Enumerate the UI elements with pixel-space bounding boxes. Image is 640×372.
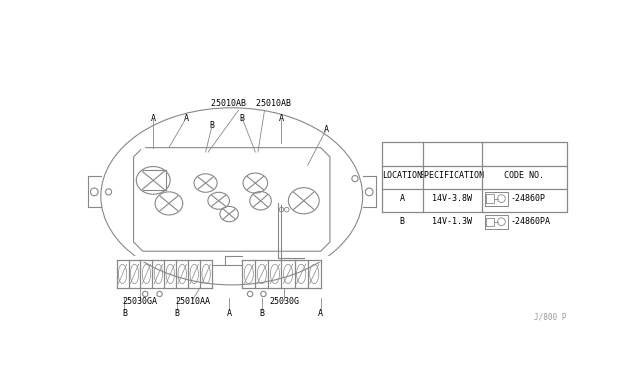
Text: 25030GA: 25030GA [123,297,157,307]
Text: SPECIFICATION: SPECIFICATION [420,171,484,180]
Text: A: A [279,114,284,123]
Text: A: A [318,309,323,318]
Text: 25030G: 25030G [269,297,299,307]
Text: A: A [227,309,232,318]
Text: B: B [210,121,214,130]
Polygon shape [101,256,363,262]
Text: B: B [240,114,244,123]
Text: A: A [184,114,188,123]
Text: CODE NO.: CODE NO. [504,171,544,180]
Text: B: B [122,309,127,318]
Polygon shape [212,260,242,276]
Text: 14V-3.8W: 14V-3.8W [432,194,472,203]
Text: A: A [400,194,404,203]
Text: 25010AA: 25010AA [175,297,210,307]
Text: B: B [259,309,264,318]
Text: 14V-1.3W: 14V-1.3W [432,217,472,226]
Text: B: B [174,309,179,318]
Text: B: B [400,217,404,226]
Text: LOCATION: LOCATION [382,171,422,180]
Text: A: A [150,114,156,123]
Text: 25010AB  25010AB: 25010AB 25010AB [211,99,291,108]
Text: J/800 P: J/800 P [534,313,566,322]
Text: -24860PA: -24860PA [511,217,551,226]
Text: A: A [323,125,328,134]
Text: -24860P: -24860P [511,194,546,203]
